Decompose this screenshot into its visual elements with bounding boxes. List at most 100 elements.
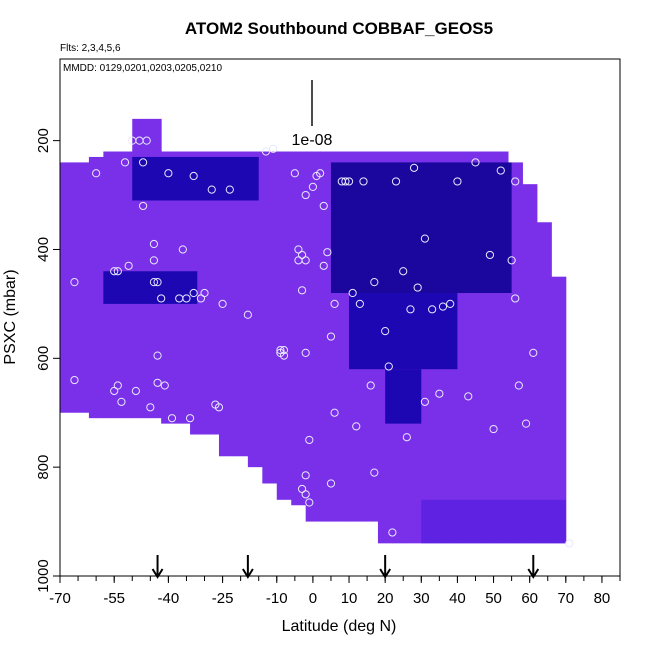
- sample-point: [413, 283, 422, 292]
- sample-point: [149, 239, 159, 249]
- y-tick-label: 400: [35, 237, 52, 262]
- heatmap-column: [88, 156, 104, 419]
- sample-point: [406, 305, 415, 314]
- y-tick-label: 600: [35, 346, 52, 371]
- sample-point: [370, 278, 379, 287]
- plot-area: [59, 58, 621, 577]
- x-tick-label: 10: [341, 590, 358, 607]
- x-tick-label: 20: [377, 590, 394, 607]
- sample-point: [316, 169, 325, 178]
- heatmap-dark-region: [349, 293, 458, 370]
- sample-point: [301, 190, 310, 200]
- sample-point: [496, 166, 505, 175]
- sample-point: [326, 479, 336, 488]
- sample-point: [435, 389, 444, 398]
- sample-point: [153, 351, 162, 360]
- heatmap-column: [305, 151, 321, 522]
- heatmap: [60, 118, 567, 544]
- sample-point: [70, 375, 79, 385]
- sample-point: [113, 267, 122, 276]
- sample-point: [402, 433, 411, 442]
- sample-point: [323, 248, 332, 257]
- sample-point: [243, 310, 252, 319]
- heatmap-column: [536, 222, 552, 544]
- sample-point: [489, 424, 498, 434]
- scale-bar: 1e-08: [292, 80, 333, 149]
- sample-point: [428, 305, 437, 314]
- heatmap-dark-region: [385, 369, 422, 424]
- sample-point: [521, 419, 531, 428]
- x-tick-label: -40: [158, 590, 180, 607]
- sample-point: [157, 294, 166, 303]
- sample-point: [142, 136, 151, 145]
- sample-point: [319, 201, 328, 211]
- x-axis-label: Latitude (deg N): [282, 618, 397, 635]
- sample-point: [485, 250, 495, 260]
- sample-point: [297, 286, 307, 295]
- sample-point: [565, 539, 574, 548]
- x-tick-label: -10: [266, 590, 288, 607]
- x-tick-label: -70: [49, 590, 71, 607]
- sample-point: [218, 299, 227, 308]
- sample-point: [511, 177, 520, 186]
- sample-point: [391, 177, 401, 186]
- y-tick-label: 1000: [35, 559, 52, 592]
- sample-point: [514, 381, 523, 390]
- sample-point: [464, 392, 473, 401]
- sample-point: [301, 471, 310, 480]
- x-tick-label: 30: [413, 590, 430, 607]
- latitude-markers: [151, 555, 540, 579]
- sample-point: [370, 468, 379, 477]
- sample-point: [388, 528, 397, 537]
- sample-point: [330, 408, 339, 417]
- plot-frame: [59, 58, 621, 577]
- heatmap-column: [60, 162, 75, 413]
- y-tick-label: 800: [35, 455, 52, 480]
- sample-point: [279, 346, 289, 355]
- sample-point: [438, 302, 448, 311]
- sample-point: [301, 348, 310, 357]
- sample-point: [182, 294, 191, 303]
- heatmap-column: [522, 184, 538, 544]
- sample-point: [507, 256, 516, 265]
- sample-point: [529, 348, 538, 357]
- sample-point: [261, 147, 271, 156]
- sample-point: [352, 422, 361, 431]
- x-axis: -70 -55 -40 -25 -10 0 10 20 30 40 50 60 70 80: [49, 576, 621, 607]
- x-tick-label: -55: [103, 590, 125, 607]
- sample-point: [164, 169, 173, 178]
- sample-point: [92, 169, 101, 178]
- sample-point: [420, 234, 430, 243]
- heatmap-dark-region: [330, 162, 512, 294]
- heatmap-dark-region: [421, 499, 566, 544]
- sample-point: [146, 403, 155, 412]
- y-axis: 200 400 600 800 1000: [35, 128, 60, 593]
- sample-point: [178, 245, 187, 254]
- sample-point: [113, 381, 122, 390]
- sample-point: [124, 261, 133, 270]
- sample-point: [189, 171, 198, 181]
- heatmap-column: [247, 151, 263, 468]
- latitude-marker-head: [151, 568, 164, 579]
- sample-point: [185, 414, 195, 423]
- x-tick-label: -25: [212, 590, 234, 607]
- heatmap-column: [233, 151, 249, 457]
- sample-point: [153, 278, 162, 287]
- sample-point: [348, 288, 357, 298]
- sample-point: [305, 498, 314, 507]
- scale-bar-label: 1e-08: [292, 132, 333, 149]
- sample-point: [409, 163, 419, 172]
- sample-point: [305, 435, 314, 445]
- sample-point: [207, 185, 216, 194]
- y-axis-label: PSXC (mbar): [2, 269, 19, 364]
- sample-point: [214, 403, 224, 412]
- sample-point: [420, 397, 430, 406]
- heatmap-column: [262, 151, 278, 484]
- sample-point: [189, 288, 198, 298]
- heatmap-column: [276, 151, 292, 500]
- sample-point: [308, 182, 318, 191]
- sample-point: [381, 327, 390, 336]
- sample-point: [269, 144, 278, 153]
- heatmap-column: [508, 162, 523, 544]
